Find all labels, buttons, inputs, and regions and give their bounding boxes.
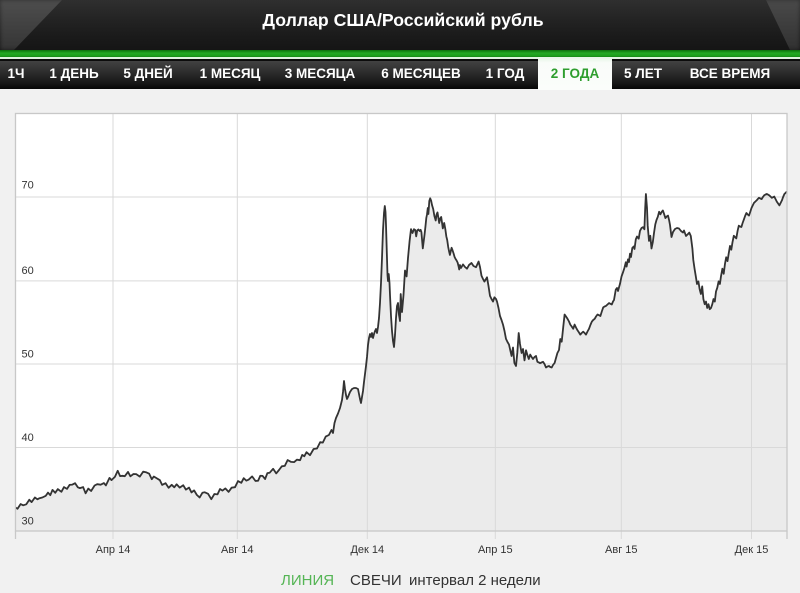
svg-text:Авг 14: Авг 14 (221, 544, 253, 556)
svg-text:30: 30 (22, 516, 34, 528)
svg-text:Апр 14: Апр 14 (96, 544, 131, 556)
svg-text:70: 70 (22, 180, 34, 192)
svg-text:50: 50 (22, 349, 34, 361)
svg-text:Апр 15: Апр 15 (478, 544, 513, 556)
svg-text:60: 60 (22, 265, 34, 277)
svg-text:40: 40 (22, 432, 34, 444)
svg-text:Авг 15: Авг 15 (605, 544, 637, 556)
svg-text:Дек 15: Дек 15 (735, 544, 769, 556)
svg-text:Дек 14: Дек 14 (350, 544, 384, 556)
